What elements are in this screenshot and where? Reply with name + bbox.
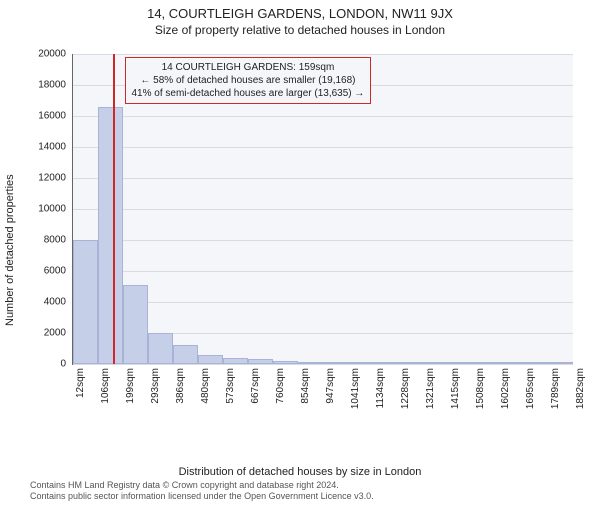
x-tick: 1602sqm <box>500 368 511 409</box>
x-tick: 386sqm <box>175 368 186 404</box>
plot-region: 14 COURTLEIGH GARDENS: 159sqm ← 58% of d… <box>72 54 573 365</box>
histogram-bar <box>373 362 398 364</box>
chart-subtitle: Size of property relative to detached ho… <box>0 23 600 37</box>
x-tick: 1134sqm <box>375 368 386 408</box>
gridline <box>73 54 573 55</box>
y-tick: 4000 <box>26 297 66 308</box>
x-tick: 760sqm <box>275 368 286 404</box>
histogram-bar <box>98 107 123 364</box>
gridline <box>73 178 573 179</box>
x-tick: 667sqm <box>250 368 261 404</box>
histogram-bar <box>173 345 198 364</box>
y-tick: 10000 <box>26 204 66 215</box>
x-tick: 1789sqm <box>550 368 561 409</box>
histogram-bar <box>273 361 298 364</box>
histogram-bar <box>423 362 448 364</box>
property-callout: 14 COURTLEIGH GARDENS: 159sqm ← 58% of d… <box>125 57 372 104</box>
gridline <box>73 240 573 241</box>
gridline <box>73 271 573 272</box>
y-tick: 16000 <box>26 111 66 122</box>
x-tick: 12sqm <box>75 368 86 398</box>
histogram-bar <box>198 355 223 364</box>
histogram-bar <box>548 362 573 364</box>
x-axis-label: Distribution of detached houses by size … <box>0 466 600 478</box>
y-tick: 0 <box>26 359 66 370</box>
y-tick: 6000 <box>26 266 66 277</box>
y-axis-label: Number of detached properties <box>4 174 16 326</box>
x-tick: 1415sqm <box>450 368 461 409</box>
gridline <box>73 302 573 303</box>
y-tick: 18000 <box>26 80 66 91</box>
x-tick: 199sqm <box>125 368 136 404</box>
x-tick: 293sqm <box>150 368 161 404</box>
callout-line3: 41% of semi-detached houses are larger (… <box>132 87 365 100</box>
callout-line1: 14 COURTLEIGH GARDENS: 159sqm <box>132 61 365 74</box>
y-tick: 20000 <box>26 49 66 60</box>
histogram-bar <box>248 359 273 364</box>
histogram-bar <box>73 240 98 364</box>
histogram-bar <box>123 285 148 364</box>
chart-area: 14 COURTLEIGH GARDENS: 159sqm ← 58% of d… <box>38 54 578 434</box>
attribution-footer: Contains HM Land Registry data © Crown c… <box>30 480 374 503</box>
y-tick: 12000 <box>26 173 66 184</box>
x-tick: 947sqm <box>325 368 336 404</box>
x-tick: 1321sqm <box>425 368 436 409</box>
gridline <box>73 209 573 210</box>
histogram-bar <box>348 362 373 364</box>
histogram-bar <box>298 362 323 364</box>
gridline <box>73 147 573 148</box>
x-tick: 1695sqm <box>525 368 536 409</box>
histogram-bar <box>398 362 423 364</box>
y-tick: 14000 <box>26 142 66 153</box>
x-tick: 573sqm <box>225 368 236 404</box>
histogram-bar <box>473 362 498 364</box>
property-marker-line <box>113 54 115 364</box>
histogram-bar <box>498 362 523 364</box>
x-tick: 1882sqm <box>575 368 586 409</box>
footer-line2: Contains public sector information licen… <box>30 491 374 502</box>
x-tick: 480sqm <box>200 368 211 404</box>
histogram-bar <box>523 362 548 364</box>
y-tick: 2000 <box>26 328 66 339</box>
callout-line2: ← 58% of detached houses are smaller (19… <box>132 74 365 87</box>
histogram-bar <box>448 362 473 364</box>
x-tick: 1041sqm <box>350 368 361 409</box>
x-tick: 106sqm <box>100 368 111 404</box>
x-tick: 1508sqm <box>475 368 486 409</box>
chart-title: 14, COURTLEIGH GARDENS, LONDON, NW11 9JX <box>0 6 600 21</box>
gridline <box>73 364 573 365</box>
histogram-bar <box>148 333 173 364</box>
footer-line1: Contains HM Land Registry data © Crown c… <box>30 480 374 491</box>
x-tick: 1228sqm <box>400 368 411 409</box>
y-tick: 8000 <box>26 235 66 246</box>
x-tick: 854sqm <box>300 368 311 404</box>
histogram-bar <box>223 358 248 365</box>
gridline <box>73 116 573 117</box>
histogram-bar <box>323 362 348 364</box>
